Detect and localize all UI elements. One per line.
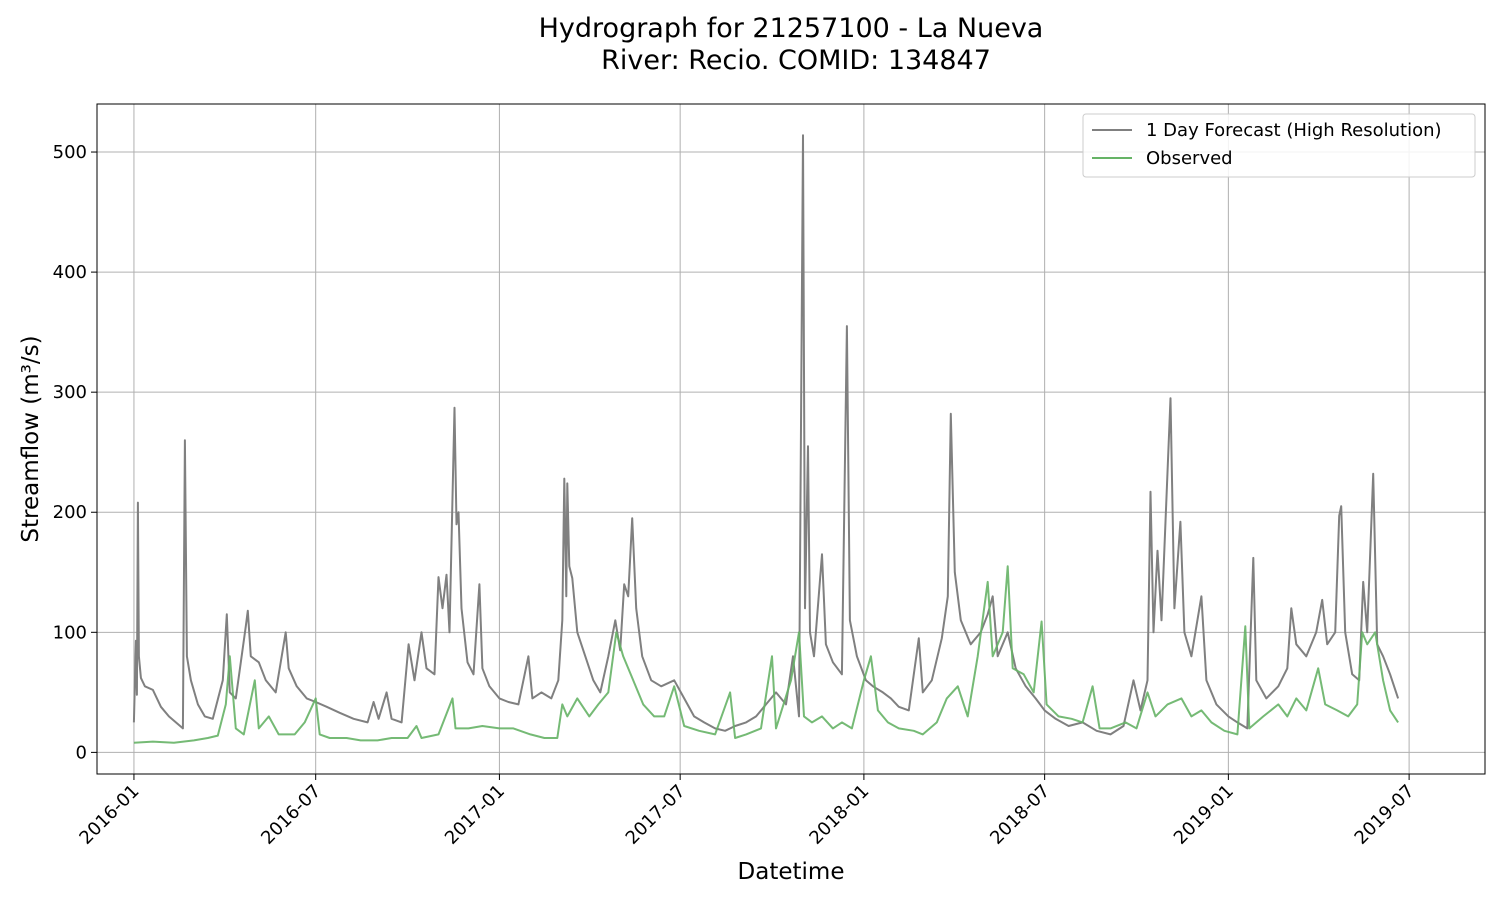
legend-label-observed: Observed	[1146, 148, 1233, 169]
x-tick-label: 2017-07	[622, 781, 690, 849]
x-axis-label: Datetime	[738, 859, 845, 885]
x-tick-label: 2016-01	[75, 781, 143, 849]
legend-box	[1082, 113, 1476, 178]
ticks: 0 100 200 300 400 500 2016-01 2016-07 2017-01 201…	[53, 142, 1419, 849]
y-tick-label: 500	[53, 142, 87, 163]
x-tick-label: 2016-07	[257, 781, 325, 849]
x-tick-label: 2019-07	[1351, 781, 1419, 849]
chart-subtitle: River: Recio. COMID: 134847	[601, 45, 991, 76]
x-tick-label: 2019-01	[1170, 781, 1238, 849]
y-tick-label: 200	[53, 502, 87, 523]
series-layer	[132, 134, 1400, 744]
y-tick-label: 100	[53, 622, 87, 643]
x-tick-label: 2017-01	[441, 781, 509, 849]
grid	[97, 104, 1485, 774]
y-tick-label: 400	[53, 262, 87, 283]
legend: 1 Day Forecast (High Resolution) Observe…	[1082, 113, 1476, 178]
x-tick-label: 2018-07	[986, 781, 1054, 849]
x-tick-label: 2018-01	[805, 781, 873, 849]
series-line-forecast	[132, 134, 1400, 736]
y-tick-label: 300	[53, 382, 87, 403]
y-tick-label: 0	[76, 742, 87, 763]
plot-frame	[96, 103, 1486, 775]
legend-label-forecast: 1 Day Forecast (High Resolution)	[1146, 120, 1442, 141]
y-axis-label: Streamflow (m³/s)	[18, 335, 44, 542]
series-line-observed	[133, 565, 1399, 744]
chart-title: Hydrograph for 21257100 - La Nueva	[539, 13, 1044, 44]
